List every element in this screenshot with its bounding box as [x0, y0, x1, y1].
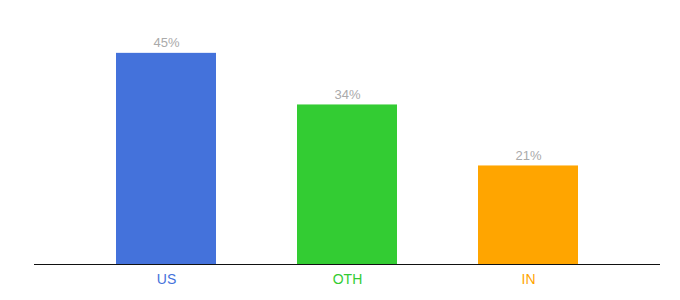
svg-text:21%: 21%	[515, 148, 541, 163]
svg-text:34%: 34%	[334, 87, 360, 102]
svg-text:US: US	[157, 271, 176, 287]
svg-text:45%: 45%	[153, 35, 179, 50]
svg-text:IN: IN	[522, 271, 536, 287]
svg-text:OTH: OTH	[333, 271, 363, 287]
